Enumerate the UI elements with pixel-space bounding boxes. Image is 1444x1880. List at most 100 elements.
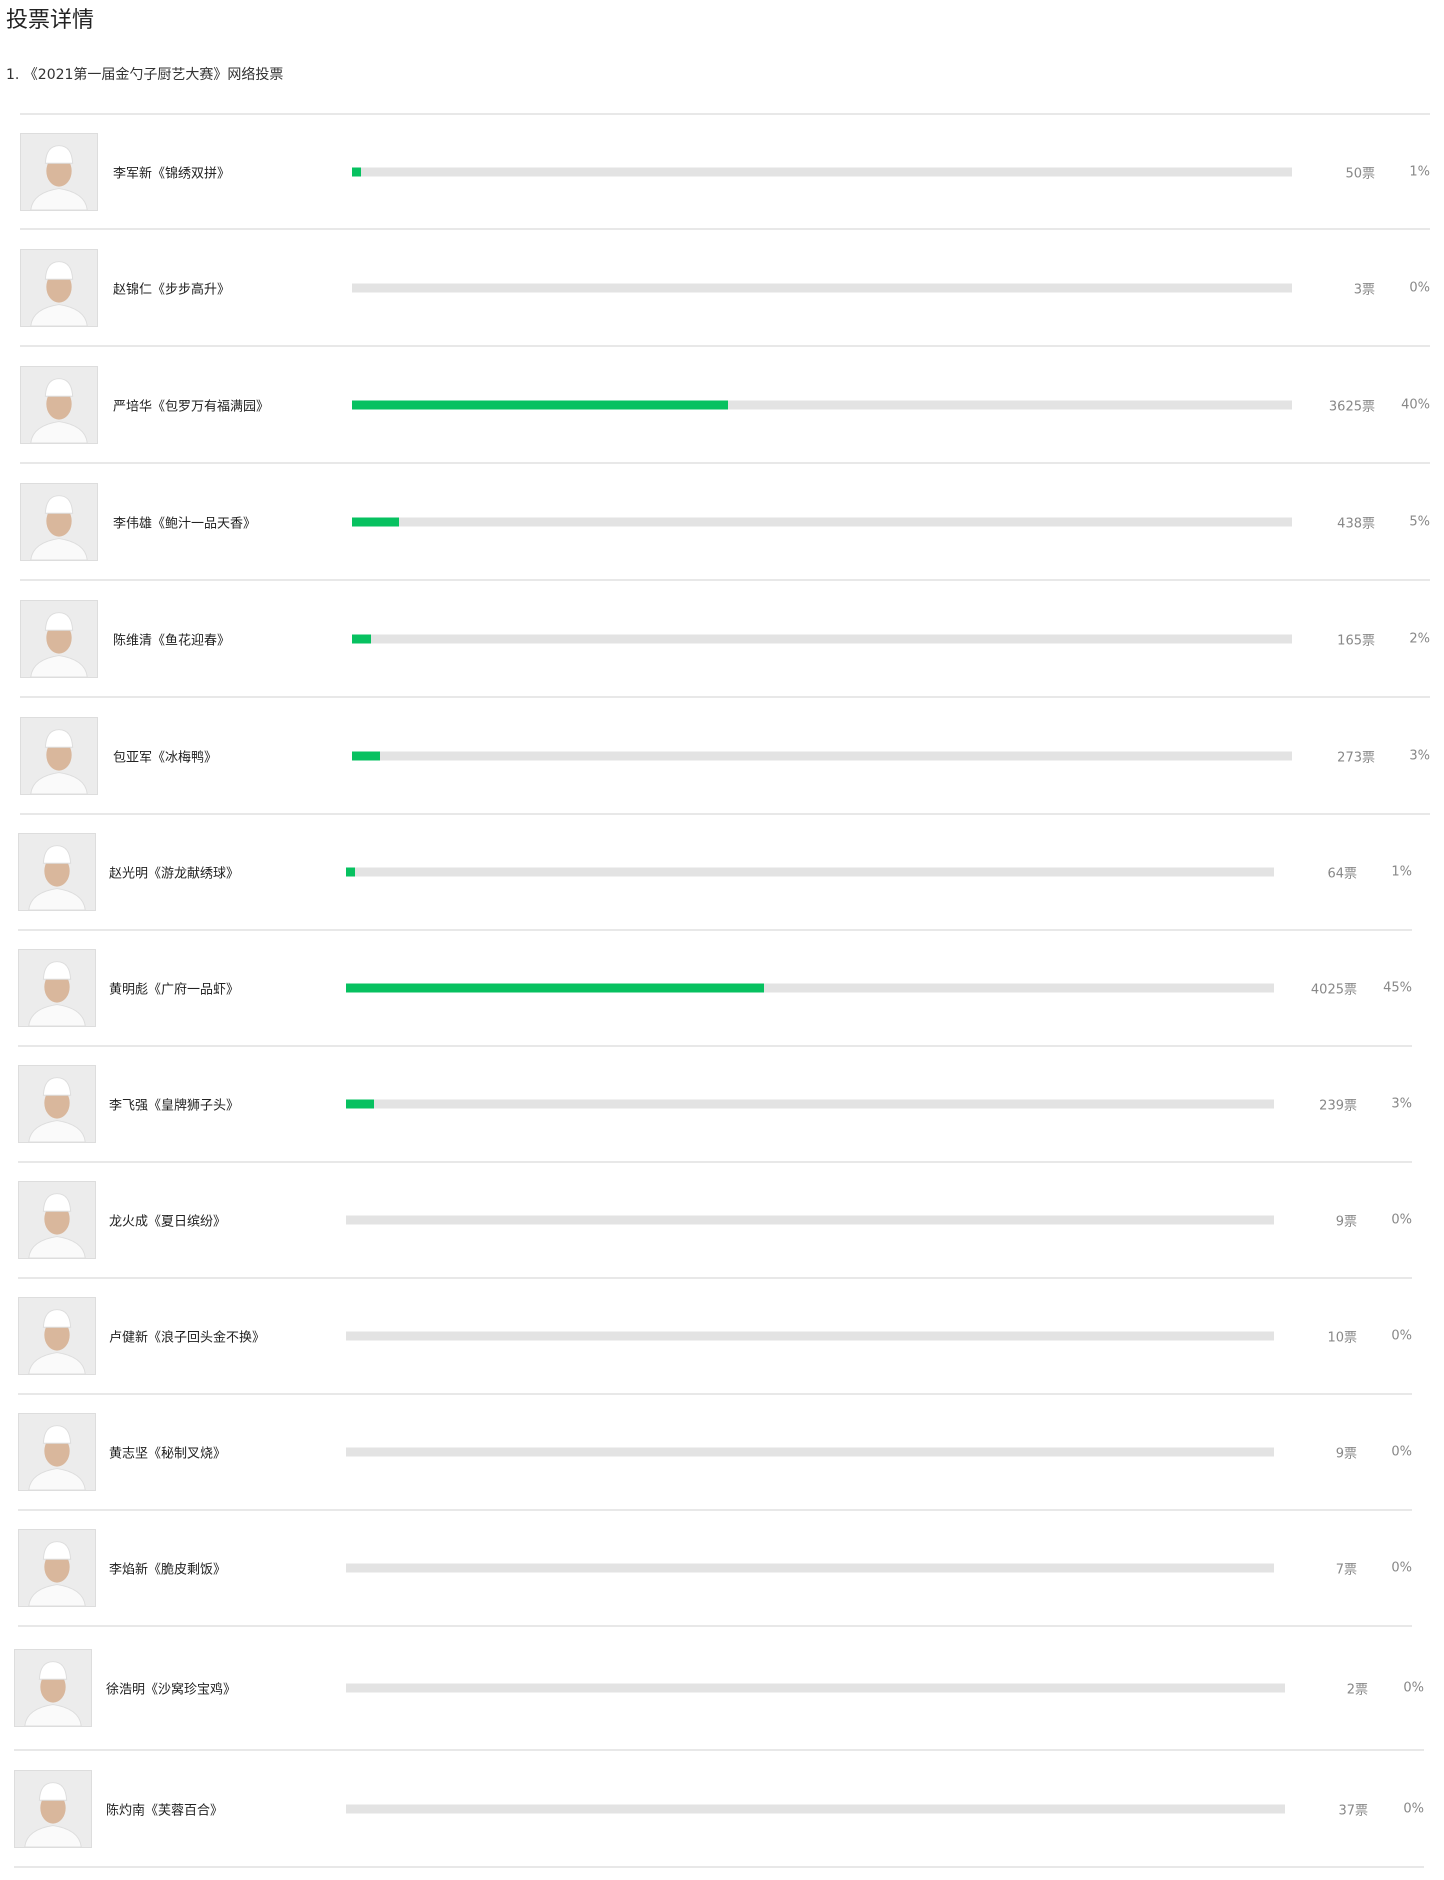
vote-progress-bar xyxy=(346,1563,1274,1573)
candidate-name: 黄志坚《秘制叉烧》 xyxy=(109,1446,227,1462)
vote-progress-bar xyxy=(346,867,1274,877)
vote-progress-fill xyxy=(352,751,381,760)
vote-progress-fill xyxy=(352,517,399,526)
candidate-name: 卢健新《浪子回头金不换》 xyxy=(109,1330,266,1346)
vote-progress-bar xyxy=(346,983,1274,993)
vote-percent: 5% xyxy=(1409,514,1430,529)
vote-percent: 45% xyxy=(1383,980,1412,996)
vote-count: 4025票 xyxy=(1310,982,1357,998)
candidate-row: 徐浩明《沙窝珍宝鸡》 2票 0% xyxy=(14,1627,1424,1751)
vote-count: 273票 xyxy=(1337,750,1375,765)
vote-percent: 3% xyxy=(1391,1096,1412,1112)
avatar xyxy=(14,1649,92,1727)
candidate-name: 徐浩明《沙窝珍宝鸡》 xyxy=(106,1682,237,1698)
vote-percent: 0% xyxy=(1391,1444,1412,1460)
candidate-row: 陈灼南《芙蓉百合》 37票 0% xyxy=(14,1751,1424,1868)
avatar xyxy=(18,1529,96,1607)
avatar xyxy=(20,365,98,444)
avatar xyxy=(18,1413,96,1491)
candidate-row: 黄志坚《秘制叉烧》 9票 0% xyxy=(18,1395,1412,1511)
vote-progress-bar xyxy=(352,167,1292,176)
vote-progress-fill xyxy=(352,400,728,409)
vote-count: 3票 xyxy=(1353,282,1375,297)
page-title: 投票详情 xyxy=(6,8,95,33)
vote-progress-bar xyxy=(346,1331,1274,1341)
candidate-row: 卢健新《浪子回头金不换》 10票 0% xyxy=(18,1279,1412,1395)
avatar xyxy=(20,599,98,678)
avatar xyxy=(20,716,98,795)
candidate-row: 李军新《锦绣双拼》 50票 1% xyxy=(20,113,1430,230)
vote-count: 438票 xyxy=(1337,516,1375,531)
vote-progress-fill xyxy=(346,983,764,993)
avatar xyxy=(18,949,96,1027)
vote-progress-bar xyxy=(346,1099,1274,1109)
vote-progress-fill xyxy=(352,167,362,176)
candidate-name: 陈灼南《芙蓉百合》 xyxy=(106,1803,224,1818)
vote-progress-fill xyxy=(352,634,371,643)
vote-progress-fill xyxy=(346,867,356,877)
vote-progress-bar xyxy=(346,1447,1274,1457)
vote-percent: 3% xyxy=(1409,748,1430,763)
candidate-name: 包亚军《冰梅鸭》 xyxy=(113,750,218,765)
vote-progress-bar xyxy=(346,1804,1285,1813)
vote-progress-bar xyxy=(352,400,1292,409)
vote-percent: 2% xyxy=(1409,631,1430,646)
avatar xyxy=(20,132,98,211)
vote-percent: 1% xyxy=(1409,164,1430,179)
candidate-row: 赵锦仁《步步高升》 3票 0% xyxy=(20,230,1430,347)
candidate-row: 黄明彪《广府一品虾》 4025票 45% xyxy=(18,931,1412,1047)
vote-percent: 0% xyxy=(1403,1801,1424,1816)
poll-title: 1. 《2021第一届金勺子厨艺大赛》网络投票 xyxy=(6,67,284,83)
candidate-row: 李飞强《皇牌狮子头》 239票 3% xyxy=(18,1047,1412,1163)
candidate-name: 李伟雄《鲍汁一品天香》 xyxy=(113,516,257,531)
candidate-name: 李军新《锦绣双拼》 xyxy=(113,166,231,181)
vote-percent: 0% xyxy=(1409,280,1430,295)
candidate-name: 严培华《包罗万有福满园》 xyxy=(113,399,270,414)
avatar xyxy=(18,1181,96,1259)
vote-progress-bar xyxy=(352,751,1292,760)
vote-percent: 0% xyxy=(1403,1680,1424,1696)
vote-percent: 0% xyxy=(1391,1212,1412,1228)
avatar xyxy=(18,1065,96,1143)
candidate-row: 赵光明《游龙献绣球》 64票 1% xyxy=(18,815,1412,931)
vote-count: 37票 xyxy=(1338,1803,1368,1818)
candidate-row: 李焰新《脆皮剩饭》 7票 0% xyxy=(18,1511,1412,1627)
candidate-name: 李焰新《脆皮剩饭》 xyxy=(109,1562,227,1578)
vote-progress-bar xyxy=(352,517,1292,526)
vote-count: 2票 xyxy=(1346,1682,1368,1698)
vote-count: 9票 xyxy=(1335,1446,1357,1462)
vote-progress-bar xyxy=(346,1215,1274,1225)
vote-progress-bar xyxy=(352,283,1292,292)
vote-percent: 0% xyxy=(1391,1560,1412,1576)
avatar xyxy=(14,1769,92,1848)
vote-count: 10票 xyxy=(1327,1330,1357,1346)
candidate-name: 赵锦仁《步步高升》 xyxy=(113,282,231,297)
candidate-name: 龙火成《夏日缤纷》 xyxy=(109,1214,227,1230)
vote-count: 165票 xyxy=(1337,633,1375,648)
vote-progress-bar xyxy=(346,1683,1285,1693)
candidate-row: 严培华《包罗万有福满园》 3625票 40% xyxy=(20,347,1430,464)
candidate-name: 赵光明《游龙献绣球》 xyxy=(109,866,240,882)
vote-progress-fill xyxy=(346,1099,374,1109)
avatar xyxy=(20,482,98,561)
candidate-row: 李伟雄《鲍汁一品天香》 438票 5% xyxy=(20,464,1430,581)
vote-count: 3625票 xyxy=(1328,399,1375,414)
vote-count: 50票 xyxy=(1345,166,1375,181)
avatar xyxy=(18,833,96,911)
candidate-row: 包亚军《冰梅鸭》 273票 3% xyxy=(20,698,1430,815)
candidate-row: 龙火成《夏日缤纷》 9票 0% xyxy=(18,1163,1412,1279)
vote-count: 7票 xyxy=(1335,1562,1357,1578)
candidate-name: 陈维清《鱼花迎春》 xyxy=(113,633,231,648)
candidate-list: 李军新《锦绣双拼》 50票 1% 赵锦仁《步步高升》 3票 0% 严培华《包罗万有福满园》 3… xyxy=(0,113,1444,1868)
vote-count: 239票 xyxy=(1319,1098,1357,1114)
vote-progress-bar xyxy=(352,634,1292,643)
vote-percent: 1% xyxy=(1391,864,1412,880)
candidate-name: 李飞强《皇牌狮子头》 xyxy=(109,1098,240,1114)
candidate-row: 陈维清《鱼花迎春》 165票 2% xyxy=(20,581,1430,698)
vote-count: 64票 xyxy=(1327,866,1357,882)
vote-count: 9票 xyxy=(1335,1214,1357,1230)
avatar xyxy=(20,248,98,327)
candidate-name: 黄明彪《广府一品虾》 xyxy=(109,982,240,998)
vote-percent: 0% xyxy=(1391,1328,1412,1344)
vote-percent: 40% xyxy=(1401,397,1430,412)
